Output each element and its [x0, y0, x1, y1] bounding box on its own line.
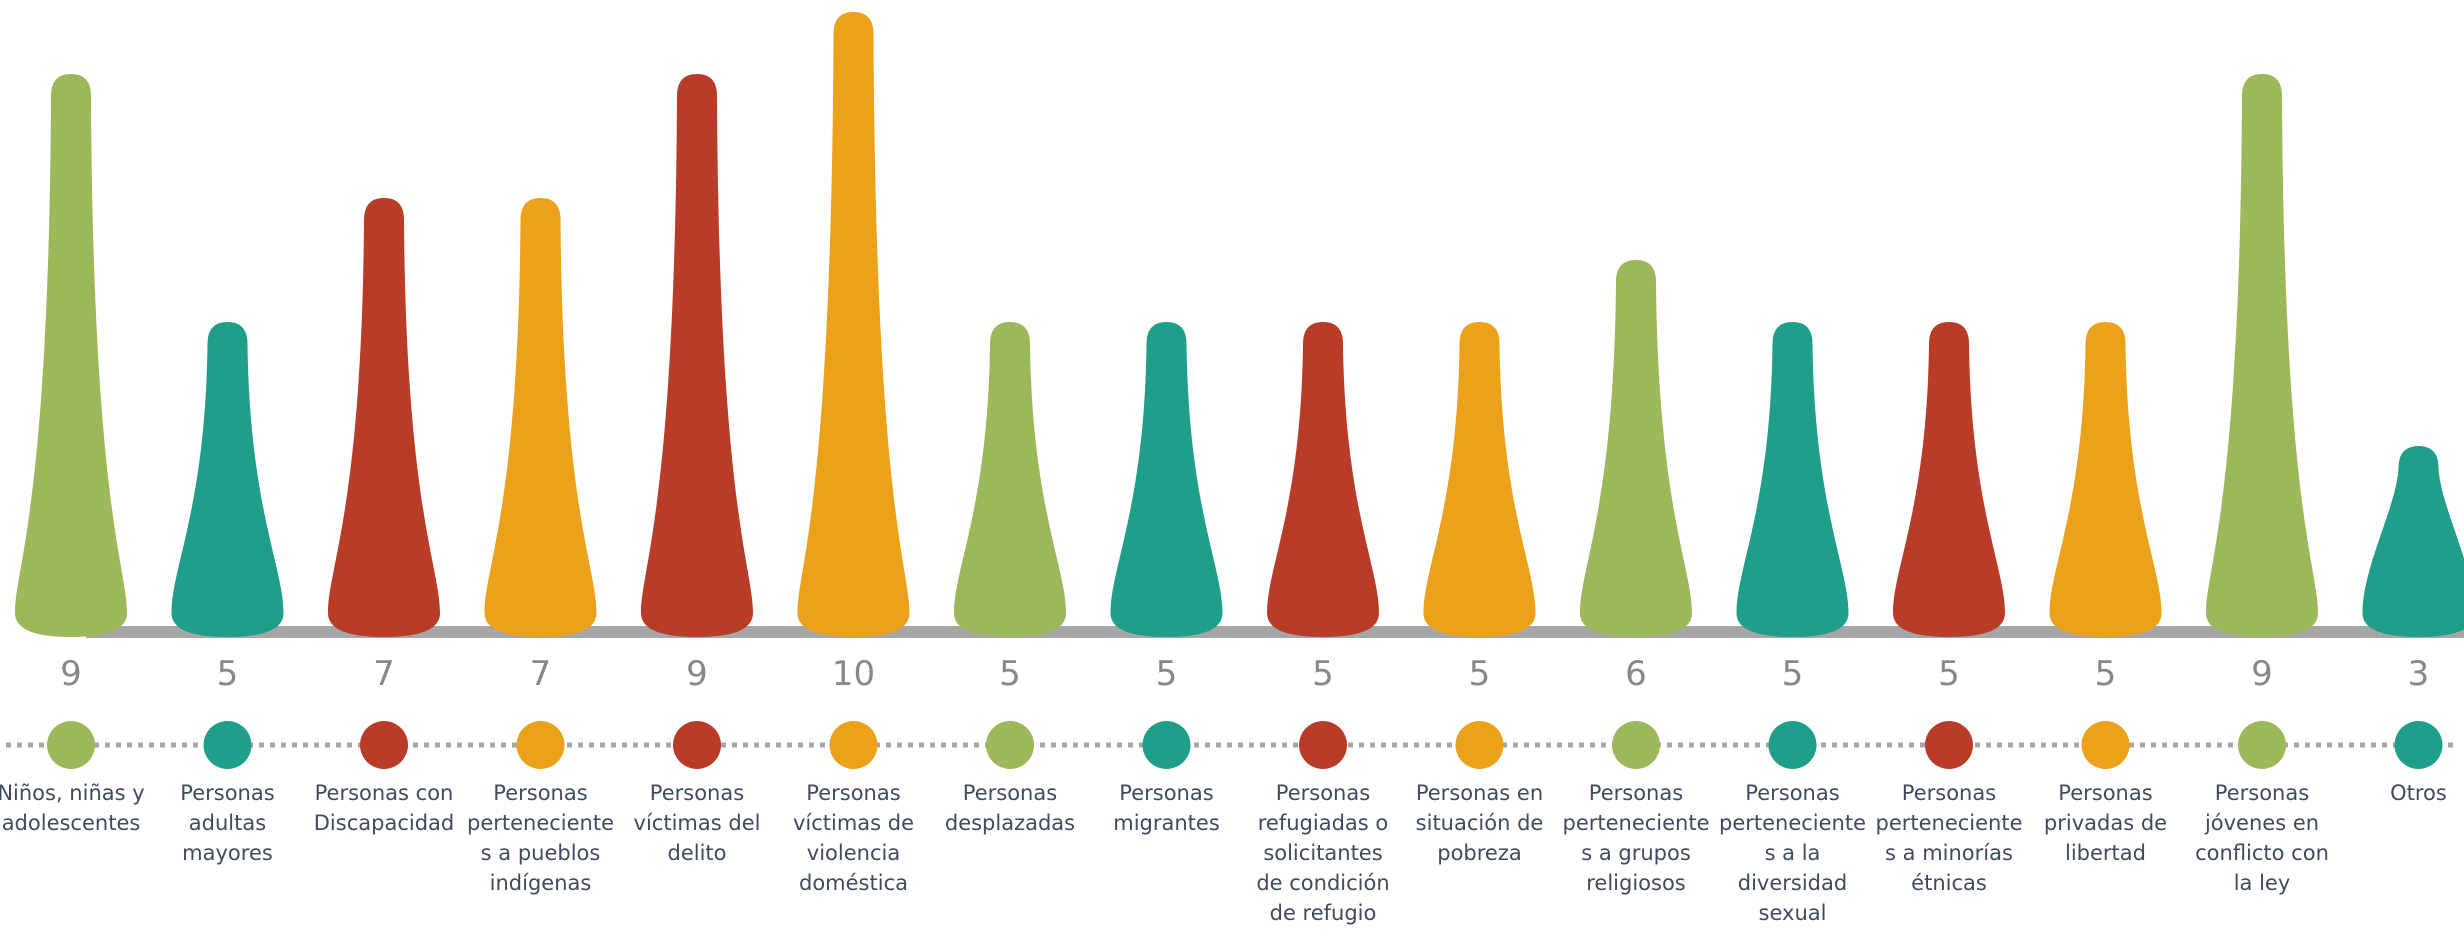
category-label: Personas víctimas de violencia doméstica	[792, 781, 915, 895]
flask-bar	[2049, 322, 2162, 637]
legend-dot	[2238, 721, 2286, 769]
category-label: Personas desplazadas	[944, 781, 1076, 835]
flask-bar	[1110, 322, 1223, 637]
legend-dot	[47, 721, 95, 769]
flask-bar	[1423, 322, 1536, 637]
category-label: Personas adultas mayores	[180, 781, 275, 865]
flask-bar	[171, 322, 284, 637]
flask-bar	[797, 12, 910, 637]
value-label: 5	[1312, 654, 1334, 694]
value-label: 9	[686, 654, 708, 694]
value-label: 6	[1625, 654, 1647, 694]
category-label: Personas con Discapacidad	[313, 781, 455, 835]
category-label: Personas pertenecientes a grupos religio…	[1562, 781, 1710, 895]
legend-dot	[2394, 721, 2443, 769]
legend-dot	[360, 721, 408, 769]
category-label: Personas jóvenes en conflicto con la ley	[2195, 781, 2329, 895]
flask-bar	[954, 322, 1066, 637]
legend-dot	[1455, 721, 1504, 769]
flask-bar	[15, 74, 127, 637]
category-label: Personas pertenecientes a la diversidad …	[1718, 781, 1867, 925]
flask-bar	[328, 198, 440, 637]
value-label: 3	[2408, 654, 2430, 694]
value-label: 5	[1469, 654, 1491, 694]
legend-dot	[203, 721, 252, 769]
flask-bar	[2362, 446, 2464, 637]
legend-dot	[1299, 721, 1347, 769]
legend-dot	[673, 721, 721, 769]
legend-dot	[1142, 721, 1191, 769]
legend-dot	[1612, 721, 1660, 769]
category-label: Personas víctimas del delito	[633, 781, 761, 865]
value-label: 5	[999, 654, 1021, 694]
flask-bar	[1267, 322, 1379, 637]
flask-bar	[1580, 260, 1692, 637]
flask-bar	[2206, 74, 2318, 637]
flask-bar	[1893, 322, 2005, 637]
flask-bar	[641, 74, 753, 637]
category-label: Personas pertenecientes a minorías étnic…	[1875, 781, 2023, 895]
category-label: Niños, niñas y adolescentes	[0, 781, 145, 835]
legend-dot	[1925, 721, 1973, 769]
legend-dot	[986, 721, 1034, 769]
category-label: Personas privadas de libertad	[2043, 781, 2168, 865]
value-label: 5	[217, 654, 239, 694]
category-label: Personas en situación de pobreza	[1415, 781, 1544, 865]
value-label: 5	[1938, 654, 1960, 694]
value-label: 5	[1156, 654, 1178, 694]
value-label: 7	[530, 654, 552, 694]
legend-dot	[516, 721, 565, 769]
legend-dot	[2081, 721, 2130, 769]
flask-bar	[1736, 322, 1849, 637]
value-label: 7	[373, 654, 395, 694]
value-label: 9	[60, 654, 82, 694]
category-label: Personas refugiadas o solicitantes de co…	[1256, 781, 1390, 925]
legend-dot	[829, 721, 878, 769]
legend-dot	[1768, 721, 1817, 769]
category-label: Personas pertenecientes a pueblos indíge…	[466, 781, 615, 895]
category-label: Otros	[2390, 781, 2447, 805]
value-label: 10	[832, 654, 875, 694]
value-label: 5	[1782, 654, 1804, 694]
category-label: Personas migrantes	[1113, 781, 1220, 835]
value-label: 9	[2251, 654, 2273, 694]
flask-bar	[484, 198, 597, 637]
value-label: 5	[2095, 654, 2117, 694]
